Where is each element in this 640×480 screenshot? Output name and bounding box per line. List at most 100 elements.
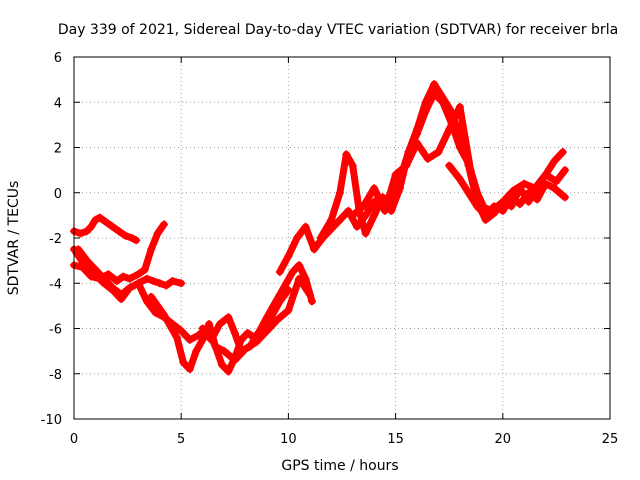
data-point: [533, 195, 542, 204]
data-point: [166, 322, 175, 331]
data-point: [423, 154, 432, 163]
data-point: [335, 215, 344, 224]
data-point: [142, 297, 151, 306]
data-point: [498, 206, 507, 215]
data-point: [224, 313, 233, 322]
x-tick-label: 20: [495, 432, 512, 447]
data-point: [282, 279, 291, 288]
series-line: [74, 245, 314, 364]
series-arc-1: [70, 213, 141, 245]
data-series: [70, 80, 569, 376]
data-point: [127, 234, 136, 242]
data-point: [153, 301, 162, 310]
data-point: [560, 166, 569, 175]
data-point: [509, 186, 518, 195]
y-tick-label: 6: [54, 51, 62, 66]
data-point: [490, 202, 499, 211]
data-point: [134, 270, 143, 279]
data-point: [438, 93, 447, 102]
data-point: [237, 347, 246, 356]
data-point: [177, 279, 186, 288]
x-axis-label: GPS time / hours: [281, 458, 398, 474]
data-point: [550, 184, 559, 193]
data-point: [117, 290, 126, 299]
data-point: [275, 290, 284, 299]
data-point: [344, 206, 353, 215]
data-point: [102, 218, 111, 227]
data-point: [524, 188, 533, 197]
data-point: [434, 148, 443, 157]
data-point: [82, 227, 91, 236]
y-tick-label: 0: [54, 187, 62, 202]
data-point: [160, 220, 169, 229]
data-point: [262, 313, 271, 322]
data-point: [220, 347, 229, 356]
data-point: [95, 213, 104, 222]
data-point: [455, 175, 464, 184]
data-point: [74, 245, 83, 254]
data-point: [185, 365, 194, 374]
data-point: [316, 234, 325, 242]
y-tick-label: -8: [49, 368, 62, 383]
data-point: [115, 227, 124, 236]
data-point: [445, 161, 454, 170]
series-arc-6: [198, 261, 316, 356]
data-point: [198, 335, 207, 344]
y-tick-label: -2: [49, 232, 62, 247]
data-point: [243, 329, 252, 338]
x-tick-label: 5: [177, 432, 185, 447]
data-point: [230, 353, 239, 362]
axis-ticks: 0 5 10 15 20 25 -10 -8 -6 -4 -2 0 2 4 6: [41, 51, 619, 447]
series-line: [445, 162, 569, 219]
data-point: [359, 202, 368, 211]
data-point: [254, 329, 263, 338]
series-line: [70, 214, 140, 244]
data-point: [481, 211, 490, 220]
data-point: [132, 236, 141, 245]
data-point: [140, 265, 149, 274]
series-line: [199, 261, 316, 355]
data-point: [370, 211, 379, 220]
data-point: [292, 234, 301, 242]
data-point: [125, 274, 134, 283]
data-point: [230, 329, 239, 338]
data-point: [301, 222, 310, 231]
data-point: [172, 333, 181, 342]
data-point: [348, 211, 357, 220]
data-point: [288, 267, 297, 276]
series-line: [317, 80, 567, 242]
y-tick-label: 4: [54, 96, 62, 111]
y-tick-label: -4: [49, 277, 62, 292]
data-point: [211, 342, 220, 351]
data-point: [380, 206, 389, 215]
data-point: [541, 179, 550, 188]
data-point: [215, 319, 224, 328]
data-point: [104, 270, 113, 279]
data-point: [269, 301, 278, 310]
data-point: [284, 252, 293, 261]
data-point: [342, 150, 351, 159]
data-point: [217, 360, 226, 369]
data-point: [560, 193, 569, 202]
data-point: [464, 188, 473, 197]
data-point: [413, 125, 422, 134]
data-point: [541, 170, 550, 179]
x-tick-label: 10: [280, 432, 297, 447]
x-tick-label: 0: [70, 432, 78, 447]
series-arc-10: [445, 161, 569, 220]
data-point: [91, 265, 100, 274]
data-point: [142, 274, 151, 283]
data-point: [100, 274, 109, 283]
data-point: [245, 342, 254, 351]
chart-title: Day 339 of 2021, Sidereal Day-to-day VTE…: [58, 22, 618, 38]
data-point: [295, 261, 304, 270]
data-point: [198, 324, 207, 333]
y-tick-label: -10: [41, 413, 62, 428]
y-axis-label: SDTVAR / TECUs: [6, 181, 22, 296]
data-point: [87, 222, 96, 231]
data-point: [520, 179, 529, 188]
data-point: [310, 245, 319, 254]
data-point: [192, 347, 201, 356]
data-point: [370, 184, 379, 193]
data-point: [179, 358, 188, 367]
